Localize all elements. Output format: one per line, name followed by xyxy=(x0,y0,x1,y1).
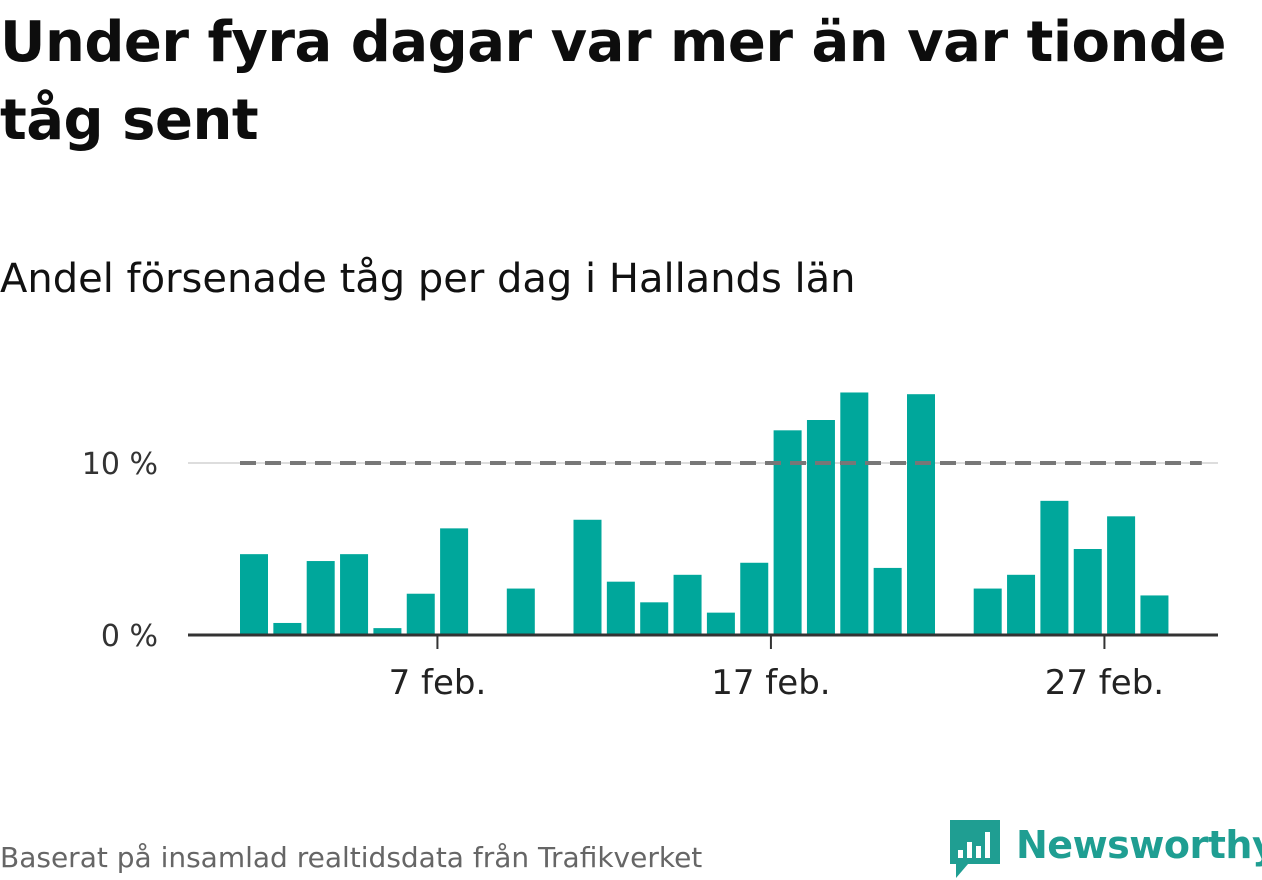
bar xyxy=(406,593,435,635)
source-note: Baserat på insamlad realtidsdata från Tr… xyxy=(0,841,703,874)
x-tick-label: 17 feb. xyxy=(711,663,830,703)
y-tick-label: 0 % xyxy=(101,619,158,654)
brand-name: Newsworthy xyxy=(1016,823,1262,867)
bar xyxy=(907,394,935,635)
bar xyxy=(573,519,602,635)
bar xyxy=(306,561,335,635)
bar xyxy=(373,628,402,635)
bar xyxy=(240,554,268,635)
bar xyxy=(640,602,669,635)
bar xyxy=(1073,549,1102,635)
y-tick-label: 10 % xyxy=(82,447,158,482)
bar xyxy=(1007,574,1036,635)
bar xyxy=(840,392,869,635)
bar xyxy=(1140,595,1169,635)
bar xyxy=(740,562,769,635)
bar xyxy=(973,588,1002,635)
bar xyxy=(706,612,735,635)
bar xyxy=(340,554,369,635)
bar xyxy=(440,528,469,635)
x-tick-label: 27 feb. xyxy=(1045,663,1164,703)
bar xyxy=(606,581,635,635)
x-tick-label: 7 feb. xyxy=(389,663,487,703)
newsworthy-chart-logo-icon xyxy=(950,820,1000,878)
bar xyxy=(1107,516,1136,635)
chart-subtitle: Andel försenade tåg per dag i Hallands l… xyxy=(0,256,856,302)
bar xyxy=(673,574,702,635)
bar xyxy=(806,420,835,635)
bar xyxy=(873,567,902,635)
bar-chart: 0 % 10 % 7 feb. 17 feb. 27 feb. xyxy=(82,392,1218,703)
bar xyxy=(506,588,535,635)
bar xyxy=(1040,500,1069,635)
chart-title: Under fyra dagar var mer än var tionde t… xyxy=(0,10,1226,153)
bar xyxy=(273,622,302,635)
brand: Newsworthy xyxy=(950,818,1262,880)
